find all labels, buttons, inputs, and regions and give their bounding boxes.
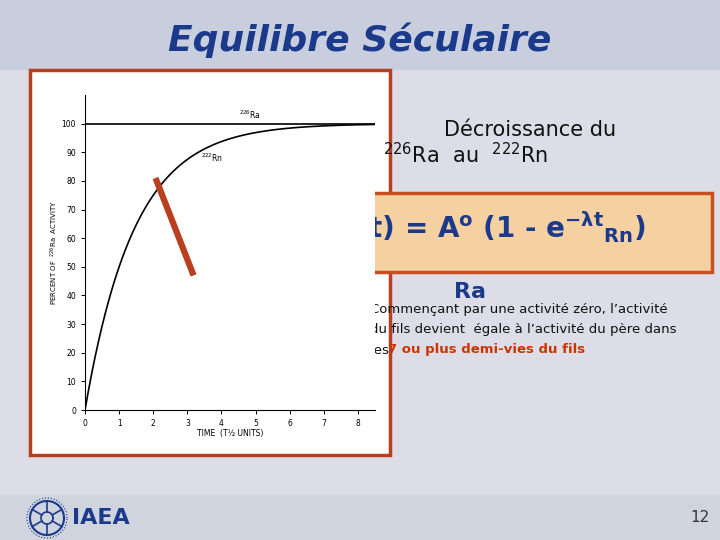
Bar — [30, 70, 390, 455]
Text: $^{226}$Ra  au  $^{222}$Rn: $^{226}$Ra au $^{222}$Rn — [384, 143, 549, 167]
FancyBboxPatch shape — [228, 193, 712, 272]
Text: IAEA: IAEA — [72, 508, 130, 528]
Text: 7 ou plus demi-vies du fils: 7 ou plus demi-vies du fils — [388, 343, 585, 356]
Text: $^{222}$Rn: $^{222}$Rn — [201, 152, 223, 164]
Text: Décroissance du: Décroissance du — [444, 120, 616, 140]
Text: Commençant par une activité zéro, l’activité: Commençant par une activité zéro, l’acti… — [370, 303, 667, 316]
Text: du fils devient  égale à l’activité du père dans: du fils devient égale à l’activité du pè… — [370, 323, 677, 336]
Text: 12: 12 — [690, 510, 710, 525]
Bar — [0, 0, 720, 70]
Text: Equilibre Séculaire: Equilibre Séculaire — [168, 22, 552, 58]
Text: $\mathbf{A_{Rn}}$ (t) = $\mathbf{A^o}$ (1 - e$^{\mathbf{-\lambda t}}$$_{\mathbf{: $\mathbf{A_{Rn}}$ (t) = $\mathbf{A^o}$ (… — [294, 210, 645, 245]
Text: Ra: Ra — [454, 282, 486, 302]
Bar — [0, 70, 720, 495]
Text: les: les — [370, 343, 393, 356]
Text: $^{226}$Ra: $^{226}$Ra — [238, 109, 261, 121]
Y-axis label: PERCENT OF  $^{226}$Ra  ACTIVITY: PERCENT OF $^{226}$Ra ACTIVITY — [49, 200, 60, 305]
X-axis label: TIME  (T½ UNITS): TIME (T½ UNITS) — [197, 429, 264, 438]
Bar — [0, 495, 720, 540]
